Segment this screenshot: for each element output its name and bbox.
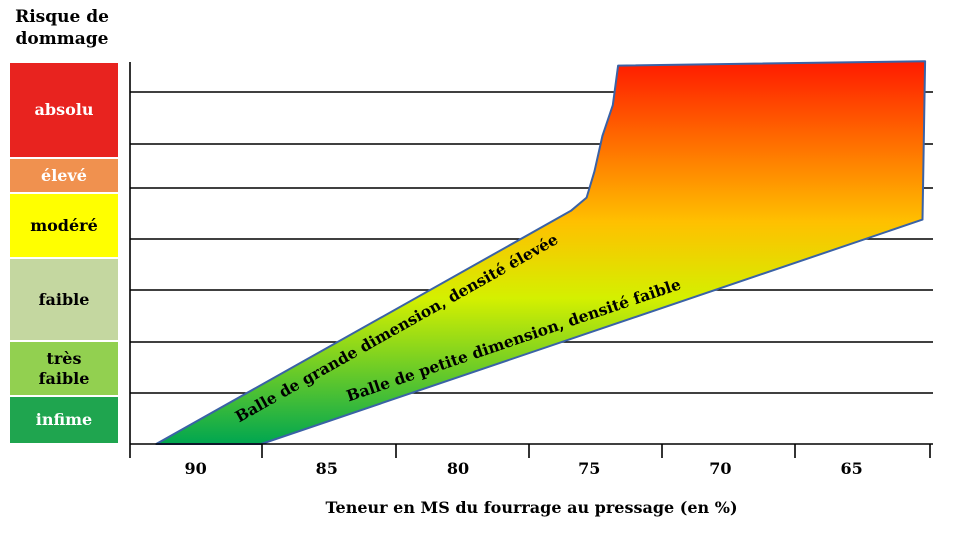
- risk-level-4: très faible: [10, 342, 118, 395]
- risk-axis-title: Risque de dommage: [15, 7, 109, 49]
- risk-level-label: très faible: [38, 348, 90, 388]
- x-tick-label-0: 90: [184, 459, 206, 478]
- x-axis-title: Teneur en MS du fourrage au pressage (en…: [325, 498, 738, 517]
- risk-level-label: élevé: [41, 165, 87, 185]
- risk-level-1: élevé: [10, 159, 118, 192]
- risk-area: [155, 60, 927, 445]
- x-tick-label-5: 65: [841, 459, 863, 478]
- risk-level-3: faible: [10, 259, 118, 340]
- risk-level-5: infime: [10, 397, 118, 443]
- risk-level-label: faible: [38, 289, 90, 309]
- x-tick-label-3: 75: [578, 459, 600, 478]
- risk-level-0: absolu: [10, 63, 118, 157]
- risk-level-label: infime: [35, 410, 93, 429]
- risk-level-label: modéré: [30, 215, 98, 235]
- x-tick-label-4: 70: [709, 459, 731, 478]
- x-tick-label-2: 80: [447, 459, 469, 478]
- risk-level-2: modéré: [10, 194, 118, 257]
- risk-level-label: absolu: [34, 100, 94, 119]
- x-tick-label-1: 85: [316, 459, 338, 478]
